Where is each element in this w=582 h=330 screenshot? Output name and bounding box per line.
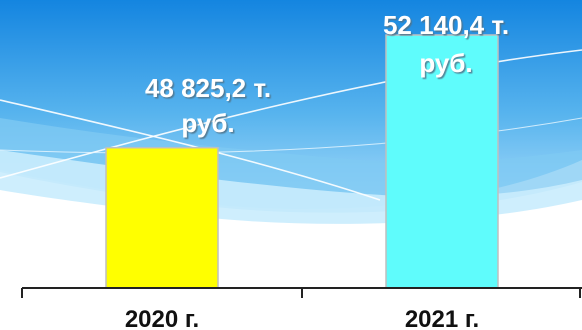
data-label-1-line-2: руб. bbox=[181, 108, 234, 138]
bar-1 bbox=[105, 146, 219, 289]
category-label-2: 2021 г. bbox=[405, 306, 479, 330]
data-label-2-line-2: руб. bbox=[419, 48, 472, 78]
data-label-1-line-1: 48 825,2 т. bbox=[145, 73, 271, 103]
category-label-1: 2020 г. bbox=[125, 306, 199, 330]
data-label-2-line-1: 52 140,4 т. bbox=[383, 10, 509, 40]
